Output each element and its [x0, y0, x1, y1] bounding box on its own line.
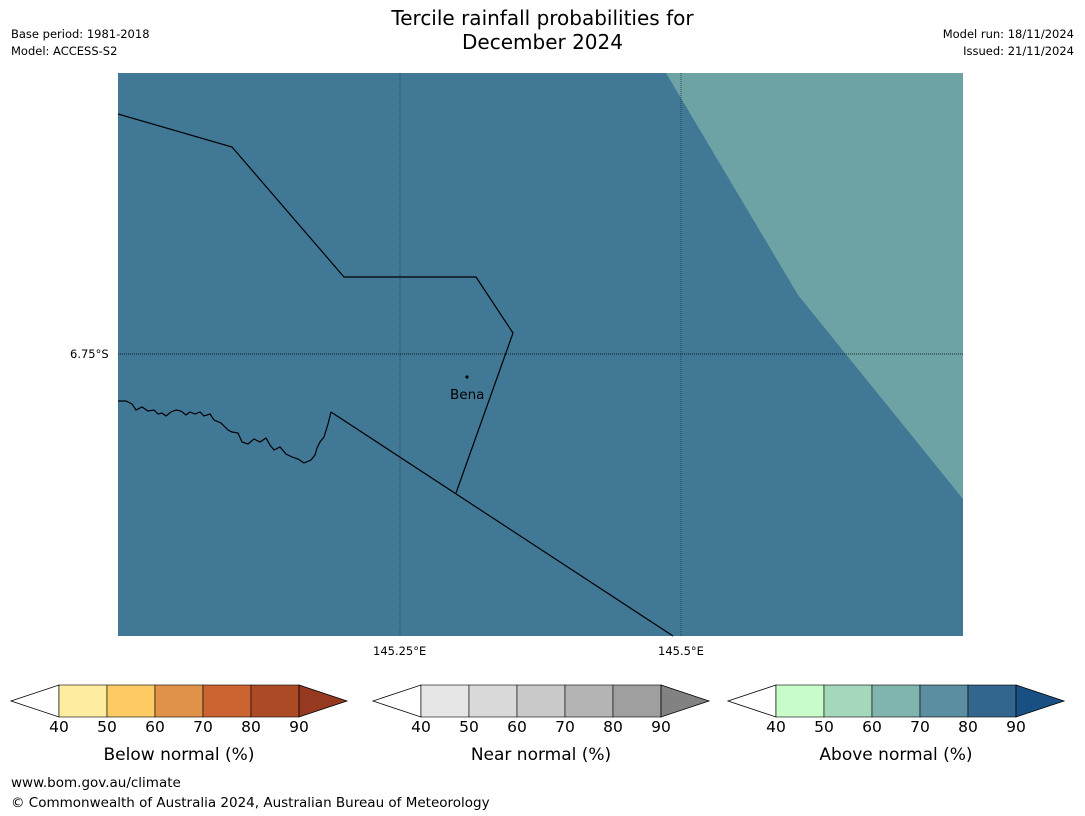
tick-label: 50: [814, 718, 834, 736]
province-boundary-north: [117, 113, 514, 494]
colorbar-extend-high: [660, 684, 711, 718]
colorbar-label-above: Above normal (%): [819, 745, 973, 765]
base-period-text: Base period: 1981-2018: [11, 27, 150, 41]
colorbar-segment: [612, 684, 662, 718]
probability-fill-light: [666, 73, 963, 499]
tick-label: 50: [97, 718, 117, 736]
tick-label: 80: [241, 718, 261, 736]
tick-label: 60: [507, 718, 527, 736]
colorbar-below-normal: [9, 684, 349, 718]
tick-label: 40: [49, 718, 69, 736]
tick-label: 40: [411, 718, 431, 736]
colorbar-segment: [919, 684, 969, 718]
tick-label: 40: [766, 718, 786, 736]
bena-marker: [465, 375, 469, 379]
colorbar-label-below: Below normal (%): [103, 745, 255, 765]
colorbar-extend-low: [9, 684, 60, 718]
colorbar-segment: [823, 684, 873, 718]
lon-label-145-25: 145.25°E: [373, 644, 427, 658]
colorbar-segment: [468, 684, 518, 718]
tick-label: 60: [145, 718, 165, 736]
colorbar-segment: [775, 684, 825, 718]
map-title-line1: Tercile rainfall probabilities for: [391, 6, 694, 30]
colorbar-extend-low: [726, 684, 777, 718]
footer-url[interactable]: www.bom.gov.au/climate: [11, 775, 181, 791]
colorbar-segment: [420, 684, 470, 718]
tick-label: 60: [862, 718, 882, 736]
place-label-bena: Bena: [450, 387, 485, 403]
colorbar-extend-low: [371, 684, 422, 718]
colorbar-segment: [202, 684, 252, 718]
tick-label: 70: [555, 718, 575, 736]
tick-label: 70: [193, 718, 213, 736]
colorbar-near-normal: [371, 684, 711, 718]
map-title: Tercile rainfall probabilities for Decem…: [0, 6, 1085, 54]
lon-label-145-5: 145.5°E: [658, 644, 704, 658]
model-run-text: Model run: 18/11/2024: [942, 27, 1074, 41]
issued-text: Issued: 21/11/2024: [963, 44, 1074, 58]
meta-left: Base period: 1981-2018 Model: ACCESS-S2: [11, 26, 150, 60]
colorbar-segment: [564, 684, 614, 718]
map-panel: [117, 73, 963, 637]
colorbar-segment: [58, 684, 108, 718]
tick-label: 90: [289, 718, 309, 736]
map-title-line2: December 2024: [462, 30, 623, 54]
province-boundary-river: [118, 400, 332, 464]
tick-label: 70: [910, 718, 930, 736]
colorbar-segment: [967, 684, 1017, 718]
model-text: Model: ACCESS-S2: [11, 44, 118, 58]
colorbar-segment: [106, 684, 156, 718]
colorbar-extend-high: [298, 684, 349, 718]
colorbar-segment: [250, 684, 300, 718]
meta-right: Model run: 18/11/2024 Issued: 21/11/2024: [943, 26, 1074, 60]
lat-label: 6.75°S: [70, 347, 109, 361]
colorbar-segment: [154, 684, 204, 718]
tick-label: 80: [958, 718, 978, 736]
province-boundary-south: [330, 411, 674, 637]
colorbar-segment: [516, 684, 566, 718]
colorbar-segment: [871, 684, 921, 718]
tick-label: 90: [1006, 718, 1026, 736]
colorbar-label-near: Near normal (%): [470, 745, 612, 765]
tick-label: 80: [603, 718, 623, 736]
footer-copyright: © Commonwealth of Australia 2024, Austra…: [11, 795, 490, 811]
tick-label: 50: [459, 718, 479, 736]
colorbar-extend-high: [1015, 684, 1066, 718]
tick-label: 90: [651, 718, 671, 736]
colorbar-above-normal: [726, 684, 1066, 718]
